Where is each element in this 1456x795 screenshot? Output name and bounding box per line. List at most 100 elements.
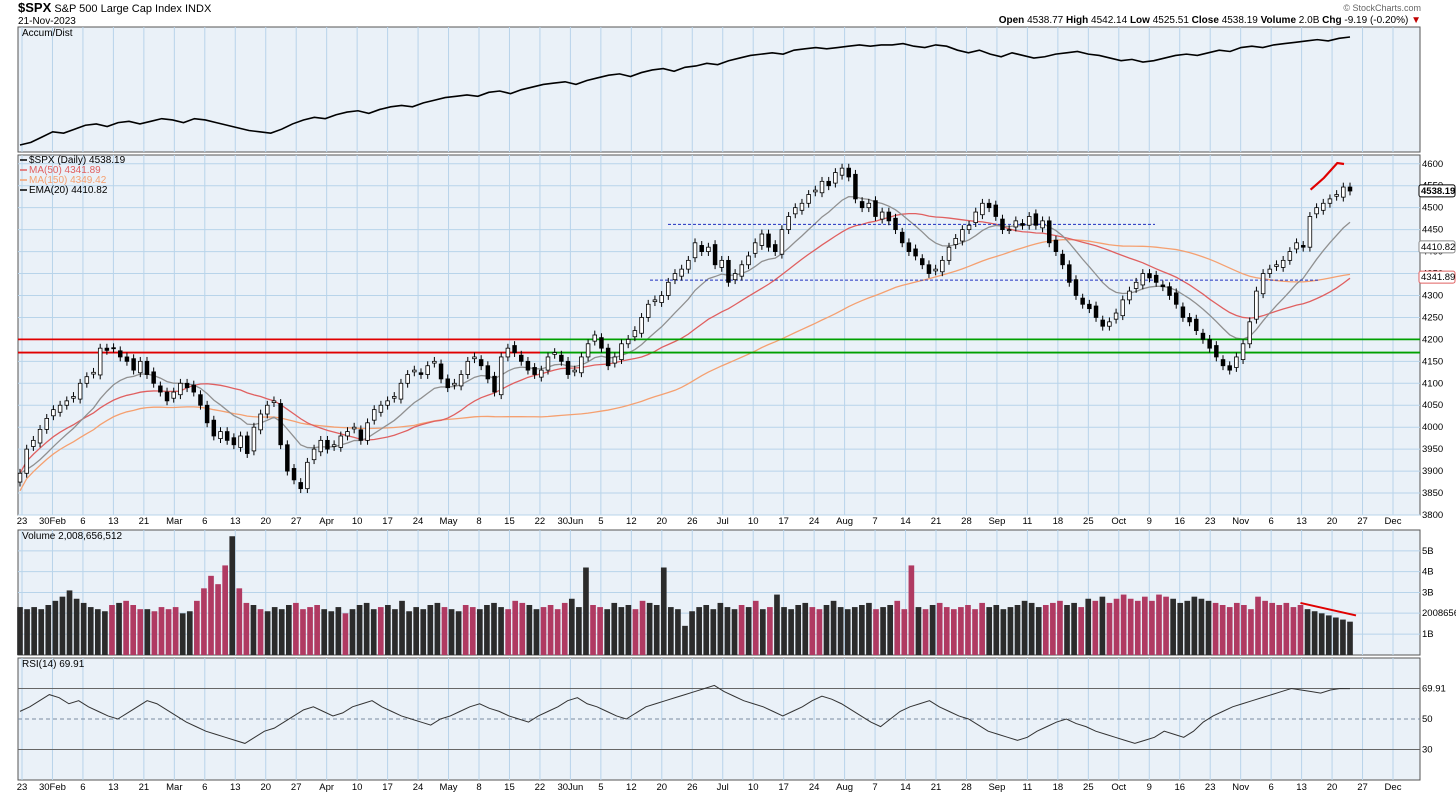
candle-body <box>231 437 237 446</box>
volume-bar <box>929 605 936 655</box>
ma50-line <box>19 213 1351 474</box>
candle-body <box>258 413 263 431</box>
candle-body <box>833 172 838 184</box>
x-tick-label-bottom: 23 <box>1205 782 1216 793</box>
volume-bar <box>434 602 441 655</box>
volume-bar <box>1064 605 1070 655</box>
rsi-line <box>19 684 1351 744</box>
x-tick-label: Sep <box>988 516 1005 527</box>
volume-bar <box>1325 615 1332 655</box>
price-tag <box>1418 184 1456 198</box>
volume-bar <box>264 611 271 655</box>
candle-body <box>545 356 551 371</box>
volume-bar <box>109 605 115 655</box>
volume-bar <box>201 588 207 655</box>
x-tick-label-bottom: 6 <box>202 782 207 793</box>
x-tick-label-bottom: 21 <box>139 782 150 793</box>
x-tick-label: 17 <box>382 516 393 527</box>
volume-bar <box>795 605 802 655</box>
candle-body <box>478 359 484 367</box>
candle-body <box>559 354 564 362</box>
volume-bar <box>406 611 412 655</box>
rsi-legend: RSI(14) 69.91 <box>22 659 85 670</box>
candle-body <box>846 167 851 178</box>
volume-bar <box>873 609 879 655</box>
volume-label: Volume <box>1260 15 1297 26</box>
volume-bar <box>1127 598 1134 655</box>
volume-bar <box>1191 596 1198 655</box>
candle-body <box>1327 198 1333 204</box>
volume-tick-label: 4B <box>1422 567 1434 578</box>
candle-body <box>552 352 557 355</box>
volume-bar <box>52 600 59 655</box>
x-tick-label-bottom: 18 <box>1053 782 1064 793</box>
candle-body <box>204 404 210 424</box>
x-tick-label-bottom: 14 <box>900 782 911 793</box>
candle-body <box>1173 292 1179 305</box>
volume-bar <box>1021 600 1028 655</box>
candle-body <box>666 281 671 296</box>
x-tick-label: May <box>440 516 458 527</box>
candle-body <box>1040 220 1045 229</box>
candle-body <box>492 375 497 393</box>
candle-body <box>1207 338 1212 349</box>
x-tick-label-bottom: 30Jun <box>557 782 583 793</box>
volume-bar <box>307 607 313 655</box>
candle-body <box>966 224 972 231</box>
candle-body <box>37 428 43 444</box>
x-tick-label-bottom: Jul <box>717 782 729 793</box>
candle-body <box>1093 305 1099 318</box>
candle-body <box>692 242 698 259</box>
volume-bar <box>802 602 809 655</box>
volume-bar <box>179 613 186 655</box>
candle-body <box>1194 318 1199 332</box>
rsi-tick-label: 50 <box>1422 714 1433 725</box>
candle-body <box>532 367 537 375</box>
y-tick-label: 3900 <box>1422 466 1443 477</box>
x-tick-label-bottom: May <box>440 782 458 793</box>
candle-body <box>886 211 892 222</box>
candle-body <box>699 245 704 252</box>
candle-body <box>679 268 684 277</box>
volume-bar <box>682 625 688 655</box>
chart-date: 21-Nov-2023 <box>18 16 76 27</box>
volume-bar <box>951 609 957 655</box>
x-tick-label-bottom: Dec <box>1385 782 1402 793</box>
candle-body <box>405 374 410 384</box>
candle-body <box>1334 194 1339 197</box>
x-tick-label-bottom: 22 <box>535 782 546 793</box>
candle-body <box>138 360 143 374</box>
candle-body <box>211 419 217 437</box>
candle-body <box>1321 202 1326 211</box>
volume-bar <box>646 602 653 655</box>
candle-body <box>732 273 738 281</box>
volume-bar <box>80 602 87 655</box>
candle-body <box>392 396 397 399</box>
candle-body <box>198 394 203 406</box>
candle-body <box>973 211 978 224</box>
volume-bar <box>660 567 667 655</box>
candle-body <box>164 391 170 402</box>
volume-bar <box>462 605 469 655</box>
candle-body <box>51 409 56 417</box>
candle-body <box>826 180 831 187</box>
x-tick-label: Mar <box>166 516 182 527</box>
volume-bar <box>1142 596 1148 655</box>
y-tick-label: 4300 <box>1422 290 1443 301</box>
x-tick-label: 7 <box>872 516 877 527</box>
x-tick-label-bottom: 30Feb <box>39 782 66 793</box>
volume-bar <box>1347 621 1353 655</box>
candle-body <box>819 180 825 194</box>
volume-bar <box>576 607 582 655</box>
candle-body <box>1220 359 1226 367</box>
volume-bar <box>1304 609 1311 655</box>
x-tick-label: 26 <box>687 516 698 527</box>
candle-body <box>1013 220 1019 228</box>
candle-body <box>639 317 644 334</box>
candle-body <box>1341 186 1346 198</box>
candle-body <box>91 371 96 375</box>
candle-body <box>940 259 945 273</box>
x-tick-label-bottom: 27 <box>291 782 302 793</box>
volume-bar <box>1099 596 1106 655</box>
volume-bar <box>45 605 52 655</box>
